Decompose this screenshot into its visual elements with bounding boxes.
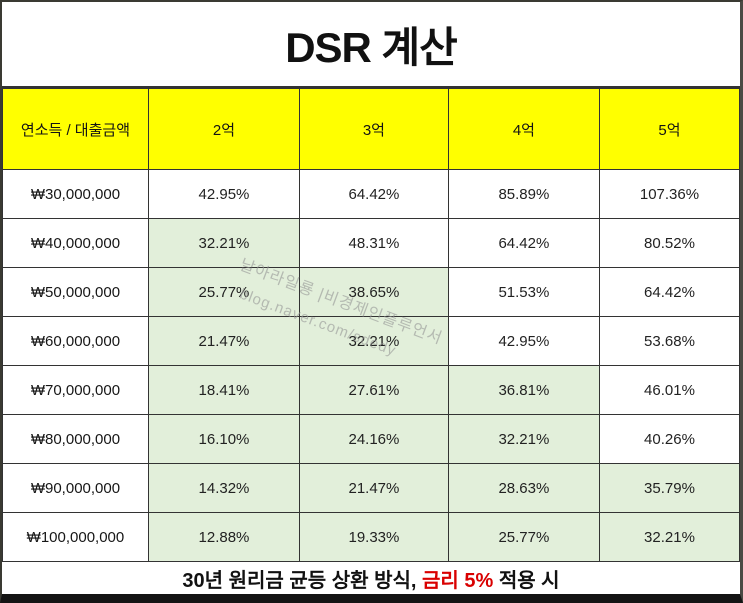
dsr-cell: 24.16% bbox=[299, 414, 449, 464]
header-cell-4eok: 4억 bbox=[447, 88, 600, 170]
header-cell-2eok: 2억 bbox=[147, 88, 301, 170]
dsr-cell: 107.36% bbox=[598, 169, 740, 219]
dsr-cell: 25.77% bbox=[447, 512, 600, 562]
table-row: ₩40,000,000 32.21% 48.31% 64.42% 80.52% bbox=[2, 218, 740, 268]
table-row: ₩100,000,000 12.88% 19.33% 25.77% 32.21% bbox=[2, 512, 740, 562]
dsr-cell: 19.33% bbox=[299, 512, 449, 562]
table-row: ₩30,000,000 42.95% 64.42% 85.89% 107.36% bbox=[2, 169, 740, 219]
table-row: ₩90,000,000 14.32% 21.47% 28.63% 35.79% bbox=[2, 463, 740, 513]
dsr-cell: 64.42% bbox=[299, 169, 449, 219]
table-row: ₩60,000,000 21.47% 32.21% 42.95% 53.68% bbox=[2, 316, 740, 366]
title-bar: DSR 계산 bbox=[2, 2, 740, 88]
income-cell: ₩70,000,000 bbox=[2, 365, 149, 415]
dsr-cell: 48.31% bbox=[299, 218, 449, 268]
dsr-table: 연소득 / 대출금액 2억 3억 4억 5억 ₩30,000,000 42.95… bbox=[2, 88, 740, 562]
dsr-cell: 42.95% bbox=[447, 316, 600, 366]
dsr-cell: 21.47% bbox=[299, 463, 449, 513]
dsr-cell: 32.21% bbox=[147, 218, 301, 268]
header-cell-income: 연소득 / 대출금액 bbox=[2, 88, 149, 170]
footer-note: 30년 원리금 균등 상환 방식, 금리 5% 적용 시 bbox=[2, 562, 740, 594]
dsr-cell: 40.26% bbox=[598, 414, 740, 464]
income-cell: ₩80,000,000 bbox=[2, 414, 149, 464]
income-cell: ₩90,000,000 bbox=[2, 463, 149, 513]
dsr-cell: 16.10% bbox=[147, 414, 301, 464]
dsr-cell: 53.68% bbox=[598, 316, 740, 366]
dsr-cell: 36.81% bbox=[447, 365, 600, 415]
dsr-cell: 64.42% bbox=[447, 218, 600, 268]
dsr-cell: 25.77% bbox=[147, 267, 301, 317]
dsr-cell: 32.21% bbox=[447, 414, 600, 464]
income-cell: ₩60,000,000 bbox=[2, 316, 149, 366]
page-title: DSR 계산 bbox=[285, 23, 458, 71]
dsr-cell: 42.95% bbox=[147, 169, 301, 219]
income-cell: ₩40,000,000 bbox=[2, 218, 149, 268]
dsr-cell: 85.89% bbox=[447, 169, 600, 219]
table-row: ₩50,000,000 25.77% 38.65% 51.53% 64.42% bbox=[2, 267, 740, 317]
dsr-cell: 64.42% bbox=[598, 267, 740, 317]
dsr-cell: 35.79% bbox=[598, 463, 740, 513]
dsr-cell: 18.41% bbox=[147, 365, 301, 415]
footer-text-suffix: 적용 시 bbox=[493, 569, 560, 592]
dsr-cell: 12.88% bbox=[147, 512, 301, 562]
dsr-cell: 46.01% bbox=[598, 365, 740, 415]
income-cell: ₩100,000,000 bbox=[2, 512, 149, 562]
dsr-cell: 21.47% bbox=[147, 316, 301, 366]
table-row: ₩80,000,000 16.10% 24.16% 32.21% 40.26% bbox=[2, 414, 740, 464]
dsr-cell: 80.52% bbox=[598, 218, 740, 268]
dsr-cell: 38.65% bbox=[299, 267, 449, 317]
dsr-cell: 14.32% bbox=[147, 463, 301, 513]
income-cell: ₩50,000,000 bbox=[2, 267, 149, 317]
footer-text-prefix: 30년 원리금 균등 상환 방식, bbox=[182, 569, 422, 592]
dsr-cell: 32.21% bbox=[299, 316, 449, 366]
dsr-cell: 28.63% bbox=[447, 463, 600, 513]
table-row: ₩70,000,000 18.41% 27.61% 36.81% 46.01% bbox=[2, 365, 740, 415]
dsr-cell: 27.61% bbox=[299, 365, 449, 415]
header-row: 연소득 / 대출금액 2억 3억 4억 5억 bbox=[2, 88, 740, 170]
dsr-cell: 32.21% bbox=[598, 512, 740, 562]
header-cell-3eok: 3억 bbox=[299, 88, 449, 170]
income-cell: ₩30,000,000 bbox=[2, 169, 149, 219]
footer-text-highlight: 금리 5% bbox=[422, 569, 494, 592]
dsr-cell: 51.53% bbox=[447, 267, 600, 317]
header-cell-5eok: 5억 bbox=[598, 88, 740, 170]
